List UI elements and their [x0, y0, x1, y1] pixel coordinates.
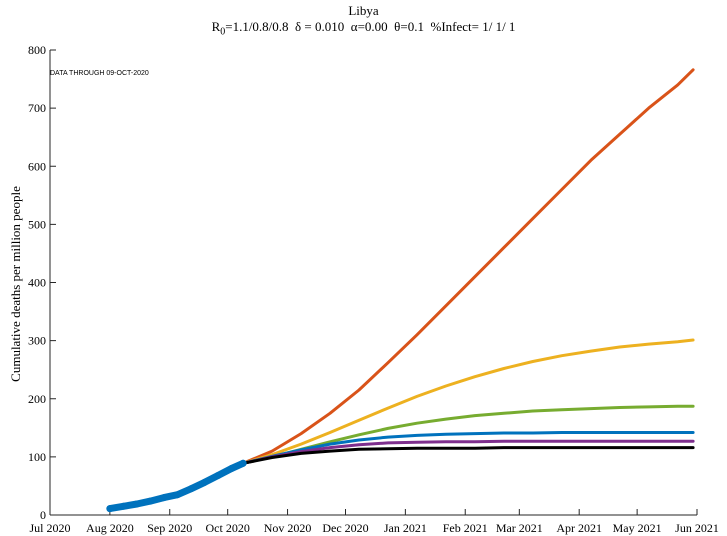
observed-point [133, 500, 141, 508]
theta-param: θ=0.1 [394, 19, 424, 34]
x-tick-label: Jun 2021 [675, 521, 719, 535]
y-tick-label: 200 [28, 392, 46, 406]
x-tick-label: Oct 2020 [206, 521, 250, 535]
y-tick-label: 400 [28, 276, 46, 290]
y-tick-label: 0 [40, 508, 46, 522]
projection-line-1 [241, 68, 695, 465]
x-tick-label: Jul 2020 [29, 521, 70, 535]
chart-title: Libya [348, 3, 379, 18]
x-tick-label: Sep 2020 [147, 521, 192, 535]
projection-line-6 [241, 446, 695, 465]
projection-line-4 [241, 431, 695, 465]
r-values: =1.1/0.8/0.8 [225, 19, 289, 34]
y-tick-label: 100 [28, 450, 46, 464]
x-tick-label: Mar 2021 [496, 521, 543, 535]
observed-data [106, 459, 247, 513]
observed-deaths-line [106, 459, 247, 513]
observed-point [228, 465, 235, 472]
r-symbol: R [211, 19, 221, 34]
x-tick-label: May 2021 [613, 521, 662, 535]
observed-point [106, 505, 114, 513]
r-subscript: 0 [220, 26, 226, 38]
alpha-param: α=0.00 [350, 19, 388, 34]
x-tick-label: Jan 2021 [384, 521, 427, 535]
chart-subtitle: R0=1.1/0.8/0.8 δ = 0.010 α=0.00 θ=0.1 %I… [0, 19, 727, 41]
x-tick-label: Dec 2020 [322, 521, 368, 535]
x-tick-label: Nov 2020 [264, 521, 312, 535]
y-tick-label: 800 [28, 43, 46, 57]
observed-point [174, 491, 181, 499]
infect-param: %Infect= 1/ 1/ 1 [430, 19, 516, 34]
projection-lines [241, 68, 695, 465]
y-axis-label: Cumulative deaths per million people [8, 186, 23, 382]
observed-point [239, 459, 247, 467]
chart-title-block: Libya R0=1.1/0.8/0.8 δ = 0.010 α=0.00 θ=… [0, 3, 727, 41]
data-through-annotation: DATA THROUGH 09-OCT-2020 [50, 70, 149, 77]
y-tick-label: 600 [28, 159, 46, 173]
delta-param: δ = 0.010 [295, 19, 345, 34]
observed-point [214, 472, 222, 479]
x-tick-label: Apr 2021 [556, 521, 602, 535]
observed-point [119, 502, 127, 510]
x-tick-label: Aug 2020 [86, 521, 134, 535]
observed-point [187, 485, 195, 493]
projection-line-2 [241, 338, 695, 465]
axis-ticks: 0 100 200 300 400 500 600 700 800 Jul 2020 Aug 202… [28, 43, 719, 535]
y-tick-label: 500 [28, 217, 46, 231]
projection-line-3 [241, 404, 695, 465]
observed-point [160, 494, 168, 502]
x-tick-label: Feb 2021 [443, 521, 488, 535]
y-tick-label: 700 [28, 101, 46, 115]
observed-point [201, 478, 208, 486]
projection-line-5 [241, 439, 695, 465]
observed-point [146, 497, 154, 505]
y-tick-label: 300 [28, 334, 46, 348]
